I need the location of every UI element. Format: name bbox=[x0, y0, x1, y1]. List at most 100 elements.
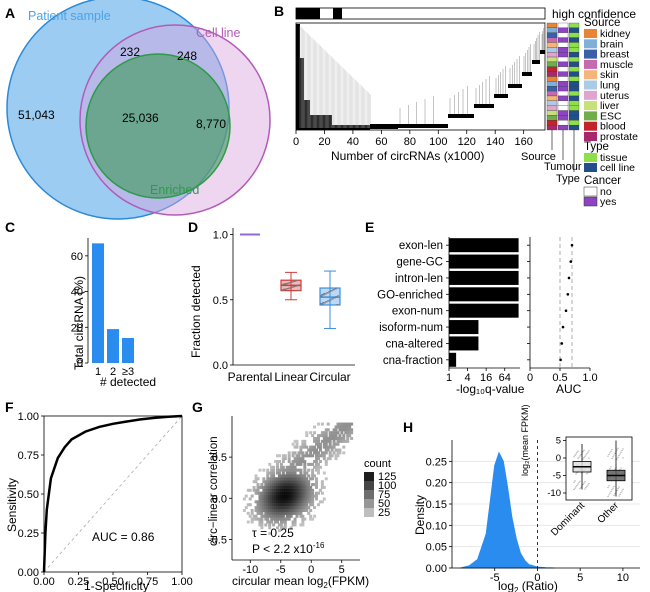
chart-g-bin bbox=[256, 517, 260, 521]
chart-g-bin bbox=[328, 439, 332, 443]
chart-g-bin bbox=[313, 465, 317, 469]
chart-g-bin bbox=[260, 506, 264, 510]
chart-g-bin bbox=[285, 514, 289, 518]
chart-g-bin bbox=[297, 500, 301, 504]
chart-g-bin bbox=[305, 454, 309, 458]
chart-g-bin bbox=[316, 442, 320, 446]
chart-g-bin bbox=[309, 500, 313, 504]
chart-f-x-tick-label: 0.00 bbox=[33, 576, 54, 588]
chart-g-bin bbox=[342, 434, 346, 438]
chart-g-bin bbox=[279, 488, 283, 492]
chart-g-bin bbox=[301, 517, 305, 521]
chart-g-bin bbox=[322, 439, 326, 443]
chart-g-bin bbox=[272, 485, 276, 489]
chart-g-bin bbox=[295, 445, 299, 449]
chart-e-auc-label: AUC bbox=[556, 382, 582, 396]
chart-g-bin bbox=[320, 454, 324, 458]
chart-g-bin bbox=[262, 503, 266, 507]
chart-g-bin bbox=[297, 477, 301, 481]
venn-label-cellline: Cell line bbox=[196, 26, 241, 40]
upset-step-bar bbox=[508, 84, 522, 88]
chart-e-auc-tick-label: 0.5 bbox=[552, 372, 567, 384]
chart-g-bin bbox=[268, 520, 272, 524]
chart-g-bin bbox=[342, 428, 346, 432]
chart-g-bin bbox=[270, 488, 274, 492]
chart-e-q-bar bbox=[449, 287, 519, 302]
chart-g-bin bbox=[322, 485, 326, 489]
chart-c-y-tick-label: 20 bbox=[71, 322, 83, 334]
chart-g-bin bbox=[272, 508, 276, 512]
chart-g-bin bbox=[316, 422, 320, 426]
chart-g-bin bbox=[248, 503, 252, 507]
chart-g-bin bbox=[258, 503, 262, 507]
chart-g-bin bbox=[274, 517, 278, 521]
chart-g-bin bbox=[295, 508, 299, 512]
chart-g-bin bbox=[279, 494, 283, 498]
anno-source-cell bbox=[546, 61, 558, 67]
legend-source-title: Source bbox=[584, 17, 620, 29]
chart-g-bin bbox=[260, 517, 264, 521]
legend-type-swatch bbox=[584, 163, 597, 172]
chart-f-x-tick-label: 0.75 bbox=[137, 576, 158, 588]
chart-h-inset-point bbox=[616, 458, 618, 460]
chart-g-bin bbox=[260, 511, 264, 515]
chart-g-bin bbox=[279, 526, 283, 530]
chart-g-bin bbox=[328, 434, 332, 438]
chart-g-bin bbox=[313, 436, 317, 440]
chart-g-bin bbox=[303, 465, 307, 469]
chart-g-bin bbox=[281, 500, 285, 504]
chart-g-bin bbox=[277, 483, 281, 487]
chart-h-inset-point bbox=[579, 480, 581, 482]
chart-g-bin bbox=[260, 497, 264, 501]
anno-source-cell bbox=[546, 47, 558, 53]
chart-g-bin bbox=[303, 442, 307, 446]
anno-source-cell bbox=[546, 115, 558, 121]
chart-g-bin bbox=[299, 451, 303, 455]
venn-count-patient-only: 51,043 bbox=[18, 108, 55, 122]
anno-source-cell bbox=[546, 86, 558, 92]
chart-g-bin bbox=[305, 494, 309, 498]
chart-g-bin bbox=[322, 451, 326, 455]
legend-type-label: tissue bbox=[600, 152, 628, 164]
chart-g-y-tick-label: 0.5 bbox=[212, 452, 227, 464]
chart-g-bin bbox=[274, 485, 278, 489]
chart-g-x-tick-label: 0 bbox=[308, 564, 314, 576]
chart-g-bin bbox=[330, 445, 334, 449]
chart-g-bin bbox=[272, 503, 276, 507]
chart-g-bin bbox=[256, 508, 260, 512]
chart-g-bin bbox=[264, 488, 268, 492]
chart-g-bin bbox=[305, 503, 309, 507]
chart-g-bin bbox=[285, 485, 289, 489]
legend-source-label: blood bbox=[600, 121, 626, 133]
chart-g-bin bbox=[289, 485, 293, 489]
chart-g-bin bbox=[303, 471, 307, 475]
chart-g-bin bbox=[324, 462, 328, 466]
chart-g-bin bbox=[281, 503, 285, 507]
chart-g-bin bbox=[272, 488, 276, 492]
legend-source-swatch bbox=[584, 132, 597, 141]
chart-g-bin bbox=[287, 488, 291, 492]
chart-g-bin bbox=[326, 445, 330, 449]
chart-h-y-tick-label: 0.05 bbox=[426, 542, 447, 554]
chart-g-bin bbox=[252, 488, 256, 492]
legend-source-swatch bbox=[584, 59, 597, 69]
chart-g-bin bbox=[320, 439, 324, 443]
chart-d-point bbox=[320, 304, 322, 306]
chart-d-point bbox=[323, 292, 325, 295]
high-confidence-segment bbox=[333, 8, 342, 19]
chart-g-bin bbox=[279, 520, 283, 524]
chart-d-point bbox=[325, 301, 327, 303]
chart-g-bin bbox=[289, 526, 293, 530]
chart-g-bin bbox=[266, 511, 270, 515]
chart-g-bin bbox=[285, 465, 289, 469]
chart-g-bin bbox=[307, 454, 311, 458]
chart-g-bin bbox=[262, 488, 266, 492]
chart-g-bin bbox=[244, 494, 248, 498]
chart-g-bin bbox=[291, 497, 295, 501]
chart-g-bin bbox=[301, 485, 305, 489]
anno-tumour-cell bbox=[557, 52, 569, 58]
chart-g-bin bbox=[350, 428, 354, 432]
chart-g-bin bbox=[291, 471, 295, 475]
chart-g-bin bbox=[258, 523, 262, 527]
chart-c-x-label: # detected bbox=[100, 375, 156, 389]
